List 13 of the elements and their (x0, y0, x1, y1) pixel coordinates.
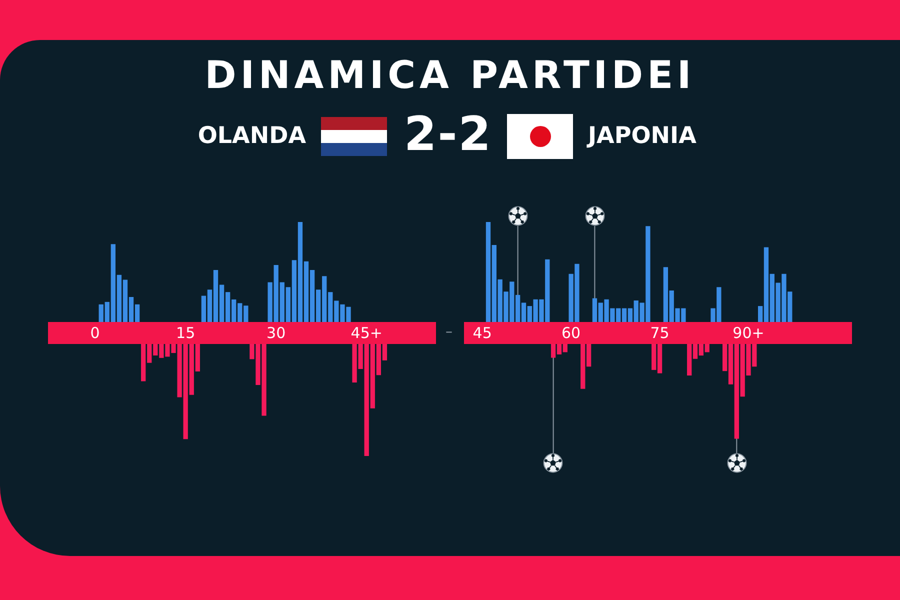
text: JAPONIA (588, 123, 696, 149)
text: – (446, 324, 452, 340)
text: 2-2 (404, 107, 492, 162)
x-tick-label: 75 (650, 324, 670, 342)
x-tick-label: 45 (472, 324, 492, 342)
x-tick-label: 45+ (350, 324, 382, 342)
x-tick-label: 0 (90, 324, 100, 342)
x-tick-label: 15 (176, 324, 196, 342)
text: OLANDA (198, 123, 306, 149)
x-tick-label: 60 (562, 324, 581, 342)
x-tick-label: 30 (266, 324, 286, 342)
chart-title: DINAMICA PARTIDEI (204, 53, 696, 97)
x-tick-label: 90+ (732, 324, 764, 342)
